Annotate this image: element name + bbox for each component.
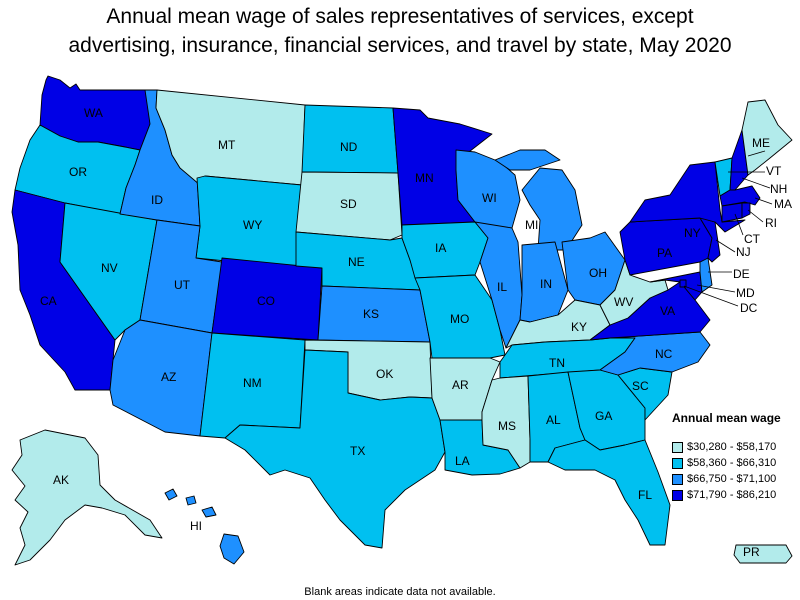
state-HI[interactable] — [164, 488, 245, 565]
state-label-TN: TN — [549, 356, 565, 370]
state-NC[interactable] — [599, 331, 711, 376]
state-MO[interactable] — [414, 274, 506, 359]
state-RI[interactable] — [741, 202, 751, 219]
state-label-MN: MN — [415, 171, 434, 185]
state-label-MS: MS — [498, 419, 516, 433]
state-FL[interactable] — [547, 439, 671, 546]
state-label-MO: MO — [450, 312, 469, 326]
state-PR[interactable] — [733, 544, 793, 564]
state-AK[interactable] — [11, 429, 163, 566]
state-label-NY: NY — [684, 226, 701, 240]
state-MI[interactable] — [494, 149, 583, 251]
legend-swatch — [672, 441, 683, 453]
state-TX[interactable] — [224, 349, 446, 549]
state-ND[interactable] — [301, 104, 399, 174]
legend-label: $58,360 - $66,310 — [687, 457, 777, 469]
state-label-OR: OR — [69, 165, 87, 179]
state-label-PR: PR — [743, 545, 760, 559]
legend: Annual mean wage $30,280 - $58,170 $58,3… — [672, 411, 800, 503]
legend-item: $30,280 - $58,170 — [672, 439, 800, 455]
state-label-ND: ND — [340, 140, 358, 154]
state-label-CO: CO — [257, 294, 275, 308]
state-label-AK: AK — [53, 473, 69, 487]
state-label-AR: AR — [452, 378, 469, 392]
state-DC[interactable] — [679, 279, 687, 288]
state-label-OH: OH — [589, 266, 607, 280]
legend-label: $66,750 - $71,100 — [687, 473, 777, 485]
state-label-GA: GA — [595, 409, 612, 423]
legend-item: $58,360 - $66,310 — [672, 455, 800, 471]
state-label-ID: ID — [151, 193, 163, 207]
state-label-MT: MT — [218, 138, 236, 152]
map-title: Annual mean wage of sales representative… — [0, 2, 800, 60]
state-label-NJ: NJ — [736, 245, 751, 259]
title-line-1: Annual mean wage of sales representative… — [106, 5, 694, 28]
state-label-AL: AL — [546, 413, 561, 427]
state-label-OK: OK — [376, 367, 393, 381]
state-label-SC: SC — [632, 379, 649, 393]
state-label-IN: IN — [540, 277, 552, 291]
state-label-MA: MA — [774, 197, 792, 211]
state-label-VT: VT — [766, 164, 782, 178]
state-label-IA: IA — [435, 241, 446, 255]
legend-label: $30,280 - $58,170 — [687, 441, 777, 453]
state-label-AZ: AZ — [161, 370, 176, 384]
legend-swatch — [672, 489, 683, 501]
state-label-CA: CA — [40, 294, 57, 308]
state-label-SD: SD — [340, 197, 357, 211]
state-CT[interactable] — [721, 202, 743, 223]
state-label-WA: WA — [84, 106, 103, 120]
state-label-WY: WY — [243, 218, 262, 232]
state-label-ME: ME — [752, 136, 770, 150]
state-label-NH: NH — [770, 182, 787, 196]
state-label-NM: NM — [243, 376, 262, 390]
legend-swatch — [672, 457, 683, 469]
state-label-WV: WV — [614, 295, 633, 309]
legend-item: $71,790 - $86,210 — [672, 487, 800, 503]
legend-swatch — [672, 473, 683, 485]
state-label-NC: NC — [655, 347, 673, 361]
state-label-DE: DE — [733, 267, 750, 281]
legend-label: $71,790 - $86,210 — [687, 489, 777, 501]
state-label-UT: UT — [174, 278, 191, 292]
state-label-KY: KY — [571, 320, 587, 334]
title-line-2: advertising, insurance, financial servic… — [68, 34, 732, 57]
legend-title: Annual mean wage — [672, 411, 781, 425]
state-label-RI: RI — [765, 216, 777, 230]
state-NY[interactable] — [629, 161, 746, 233]
state-label-MI: MI — [525, 218, 538, 232]
state-label-NE: NE — [348, 255, 365, 269]
legend-item: $66,750 - $71,100 — [672, 471, 800, 487]
state-label-TX: TX — [350, 444, 365, 458]
state-label-NV: NV — [101, 261, 118, 275]
state-label-KS: KS — [363, 307, 379, 321]
state-label-MD: MD — [736, 286, 755, 300]
state-SD[interactable] — [295, 171, 403, 241]
footnote: Blank areas indicate data not available. — [304, 586, 496, 598]
state-label-CT: CT — [744, 232, 761, 246]
state-label-FL: FL — [638, 488, 652, 502]
state-label-DC: DC — [740, 301, 758, 315]
state-label-LA: LA — [455, 454, 470, 468]
state-label-IL: IL — [497, 280, 507, 294]
state-label-WI: WI — [482, 191, 497, 205]
state-label-HI: HI — [190, 519, 202, 533]
state-ME[interactable] — [741, 99, 793, 176]
state-NH[interactable] — [729, 129, 749, 191]
state-label-PA: PA — [657, 246, 672, 260]
state-label-VA: VA — [660, 304, 675, 318]
